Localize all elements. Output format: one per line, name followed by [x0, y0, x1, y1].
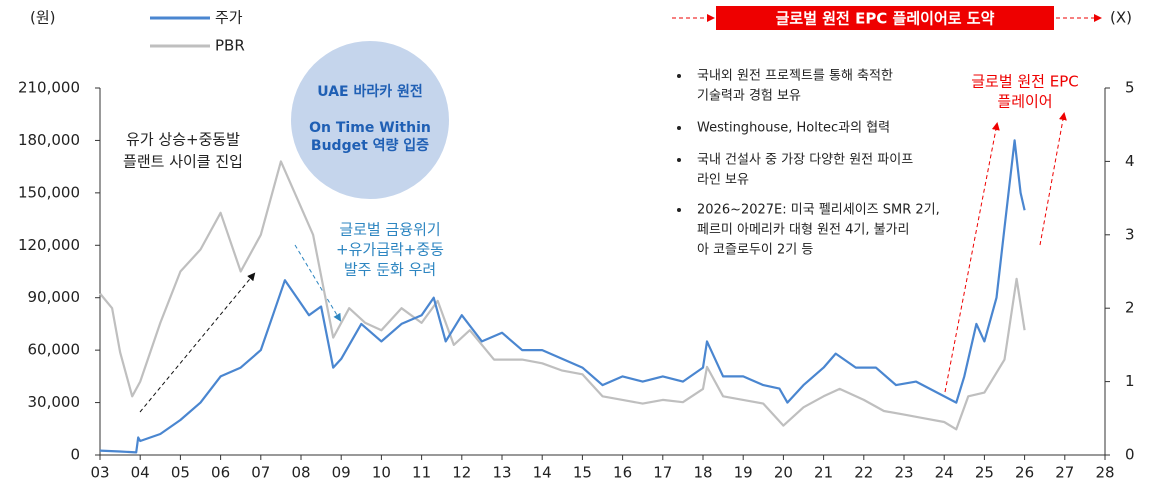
y-tick-label: 120,000	[18, 236, 80, 254]
banner	[716, 6, 1054, 30]
x-tick-label: 21	[814, 464, 833, 482]
x-tick-label: 17	[653, 464, 672, 482]
circle-text: UAE 바라카 원전	[317, 83, 422, 100]
line-0	[99, 139, 1026, 454]
x-tick-label: 07	[251, 464, 270, 482]
bullet-dot	[677, 74, 681, 78]
x-tick-label: 10	[372, 464, 391, 482]
x-tick-label: 15	[573, 464, 592, 482]
x-tick-label: 28	[1095, 464, 1114, 482]
x-tick-label: 04	[131, 464, 150, 482]
x-tick-label: 24	[935, 464, 954, 482]
x-tick-label: 06	[211, 464, 230, 482]
bullet-text: 페르미 아메리카 대형 원전 4기, 불가리	[697, 223, 909, 238]
y2-tick-label: 1	[1125, 372, 1135, 390]
bullet-text: 아 코즐로두이 2기 등	[697, 243, 813, 258]
x-tick-label: 05	[171, 464, 190, 482]
y2-tick-label: 0	[1125, 446, 1135, 464]
y-unit: (원)	[30, 9, 56, 27]
y-tick-label: 90,000	[28, 288, 81, 306]
arrow	[294, 244, 342, 322]
bullet-text: Westinghouse, Holtec과의 협력	[697, 121, 890, 136]
y2-tick-label: 3	[1125, 225, 1135, 243]
x-tick-label: 19	[734, 464, 753, 482]
y2-unit: (X)	[1110, 9, 1132, 27]
annotation: 글로벌 금융위기	[339, 221, 440, 239]
x-tick-label: 26	[1015, 464, 1034, 482]
y2-tick-label: 4	[1125, 152, 1135, 170]
bullet-dot	[677, 158, 681, 162]
x-tick-label: 23	[894, 464, 913, 482]
annotation: 글로벌 원전 EPC	[971, 73, 1079, 91]
y-tick-label: 30,000	[28, 393, 81, 411]
annotation: 유가 상승+중동발	[126, 131, 240, 149]
y-tick-label: 180,000	[18, 131, 80, 149]
x-tick-label: 03	[90, 464, 109, 482]
x-tick-label: 09	[332, 464, 351, 482]
bullet-text: 기술력과 경험 보유	[697, 89, 801, 104]
x-tick-label: 13	[492, 464, 511, 482]
x-tick-label: 20	[774, 464, 793, 482]
arrow	[139, 272, 256, 413]
y2-tick-label: 5	[1125, 79, 1135, 97]
x-tick-label: 27	[1055, 464, 1074, 482]
arrow	[944, 122, 1000, 393]
x-tick-label: 25	[975, 464, 994, 482]
annotation: 발주 둔화 우려	[344, 261, 436, 279]
circle-text: Budget 역량 입증	[311, 137, 429, 154]
annotation: 플레이어	[997, 93, 1052, 111]
annotation: 플랜트 사이클 진입	[123, 153, 243, 171]
annotation: +유가급락+중동	[336, 241, 444, 259]
y-tick-label: 150,000	[18, 183, 80, 201]
y-tick-label: 210,000	[18, 79, 80, 97]
bullet-text: 2026~2027E: 미국 펠리세이즈 SMR 2기,	[697, 203, 940, 218]
x-tick-label: 11	[412, 464, 431, 482]
x-tick-label: 16	[613, 464, 632, 482]
bullet-text: 국내외 원전 프로젝트를 통해 축적한	[697, 69, 893, 84]
bullet-dot	[677, 208, 681, 212]
x-tick-label: 22	[854, 464, 873, 482]
line-1	[99, 160, 1026, 431]
y-tick-label: 60,000	[28, 341, 81, 359]
y2-tick-label: 2	[1125, 299, 1135, 317]
highlight-circle	[291, 41, 449, 199]
bullet-text: 국내 건설사 중 가장 다양한 원전 파이프	[697, 153, 913, 168]
bullet-dot	[677, 126, 681, 130]
y-tick-label: 0	[70, 446, 80, 464]
circle-text: On Time Within	[309, 120, 431, 136]
bullet-text: 라인 보유	[697, 173, 749, 188]
arrow	[1039, 112, 1067, 246]
banner-text: 글로벌 원전 EPC 플레이어로 도약	[776, 10, 995, 28]
legend-label: PBR	[215, 37, 245, 55]
x-tick-label: 08	[291, 464, 310, 482]
x-tick-label: 14	[533, 464, 552, 482]
legend-label: 주가	[215, 9, 243, 27]
x-tick-label: 18	[693, 464, 712, 482]
x-tick-label: 12	[452, 464, 471, 482]
